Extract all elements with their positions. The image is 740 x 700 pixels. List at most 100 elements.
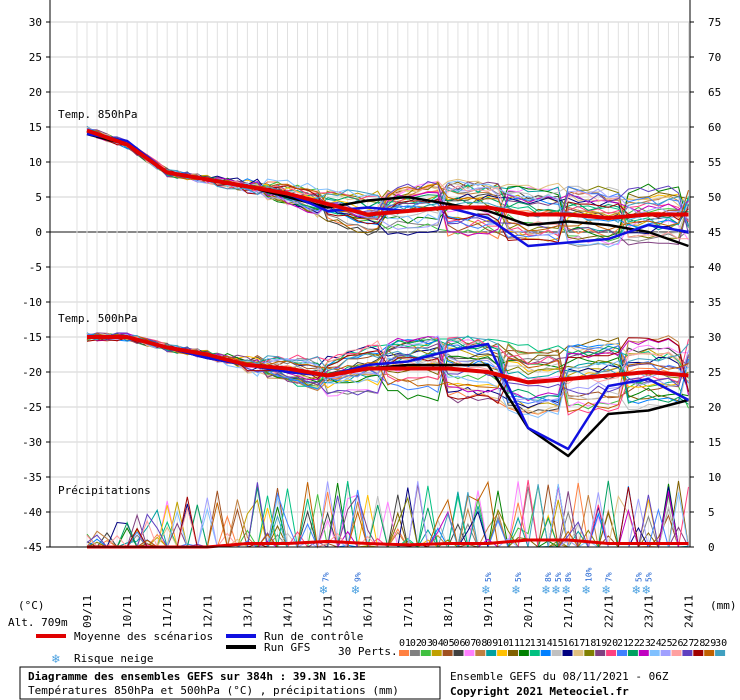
date-tick-label: 20/11 [522, 595, 535, 628]
y-left-tick-label: -45 [22, 541, 42, 554]
member-id-label: 20 [606, 638, 618, 649]
section-label-850: Temp. 850hPa [58, 108, 137, 121]
snow-risk-pct: 5% [554, 572, 563, 582]
member-id-label: 06 [454, 638, 466, 649]
member-swatch [562, 650, 573, 656]
member-swatch [420, 650, 431, 656]
run-info: Ensemble GEFS du 08/11/2021 - 06Z [450, 670, 669, 683]
date-tick-label: 15/11 [322, 595, 335, 628]
y-right-tick-label: 5 [708, 506, 715, 519]
snow-risk-icon: ❄ [641, 583, 650, 598]
member-swatch [595, 650, 606, 656]
legend-perts-label: 30 Perts. [338, 645, 398, 658]
y-left-tick-label: 15 [29, 121, 42, 134]
snow-risk-pct: 7% [604, 572, 613, 582]
snow-risk-icon: ❄ [561, 583, 570, 598]
section-label-precip: Précipitations [58, 484, 151, 497]
legend-snow-label: Risque neige [74, 652, 153, 665]
y-right-tick-label: 0 [708, 541, 715, 554]
member-id-label: 13 [530, 638, 542, 649]
member-id-label: 25 [661, 638, 673, 649]
snow-risk-icon: ❄ [351, 583, 360, 598]
y-right-tick-label: 65 [708, 86, 721, 99]
date-tick-label: 09/11 [81, 595, 94, 628]
snow-risk-icon: ❄ [319, 583, 328, 598]
member-id-label: 01 [399, 638, 411, 649]
altitude-label: Alt. 709m [8, 616, 68, 629]
y-right-tick-label: 30 [708, 331, 721, 344]
member-id-label: 02 [410, 638, 422, 649]
y-right-tick-label: 75 [708, 16, 721, 29]
y-left-tick-label: -10 [22, 296, 42, 309]
member-id-label: 18 [584, 638, 596, 649]
snow-risk-pct: 9% [354, 572, 363, 582]
copyright: Copyright 2021 Meteociel.fr [450, 685, 629, 698]
main-series [86, 128, 690, 549]
member-swatch [518, 650, 529, 656]
member-swatch [551, 650, 562, 656]
member-id-label: 24 [650, 638, 662, 649]
y-left-tick-label: -15 [22, 331, 42, 344]
member-id-label: 28 [693, 638, 705, 649]
left-axis-unit: (°C) [18, 599, 45, 612]
date-tick-label: 19/11 [482, 595, 495, 628]
member-id-label: 04 [432, 638, 444, 649]
legend-control-label: Run de contrôle [264, 630, 363, 643]
snowflake-icon: ❄ [51, 652, 60, 667]
y-right-tick-label: 10 [708, 471, 721, 484]
date-tick-label: 11/11 [161, 595, 174, 628]
date-tick-label: 17/11 [402, 595, 415, 628]
member-swatch [573, 650, 584, 656]
y-left-tick-label: 0 [35, 226, 42, 239]
member-id-label: 12 [519, 638, 531, 649]
member-swatch [475, 650, 486, 656]
snow-risk-icon: ❄ [551, 583, 560, 598]
member-swatch [682, 650, 693, 656]
snow-risk-pct: 5% [514, 572, 523, 582]
snow-risk-icon: ❄ [581, 583, 590, 598]
member-500-line [86, 332, 689, 396]
legend: Moyenne des scénarios Run de contrôle Ru… [36, 630, 727, 667]
member-swatch [627, 650, 638, 656]
date-tick-label: 22/11 [602, 595, 615, 628]
date-tick-label: 24/11 [683, 595, 696, 628]
member-id-label: 30 [715, 638, 727, 649]
date-tick-label: 18/11 [442, 595, 455, 628]
title-box [19, 666, 441, 700]
member-id-label: 21 [617, 638, 629, 649]
snow-risk-icon: ❄ [631, 583, 640, 598]
snow-risk-pct: 8% [544, 572, 553, 582]
member-swatch [529, 650, 540, 656]
snow-risk-icon: ❄ [601, 583, 610, 598]
member-id-label: 10 [497, 638, 509, 649]
date-tick-label: 14/11 [282, 595, 295, 628]
y-right-tick-label: 70 [708, 51, 721, 64]
member-swatch [715, 650, 726, 656]
date-tick-label: 23/11 [642, 595, 655, 628]
member-swatch [540, 650, 551, 656]
y-left-tick-label: 5 [35, 191, 42, 204]
member-id-label: 05 [443, 638, 455, 649]
snow-risk-pct: 5% [644, 572, 653, 582]
member-swatch [671, 650, 682, 656]
member-swatch [693, 650, 704, 656]
date-tick-label: 13/11 [241, 595, 254, 628]
y-left-tick-label: 25 [29, 51, 42, 64]
member-swatch [453, 650, 464, 656]
section-label-500: Temp. 500hPa [58, 312, 137, 325]
y-left-tick-label: -25 [22, 401, 42, 414]
member-id-label: 14 [541, 638, 553, 649]
member-id-label: 19 [595, 638, 607, 649]
member-swatch [464, 650, 475, 656]
member-swatch [606, 650, 617, 656]
y-left-tick-label: 10 [29, 156, 42, 169]
y-left-tick-label: 30 [29, 16, 42, 29]
legend-gfs-label: Run GFS [264, 641, 310, 654]
member-id-label: 26 [672, 638, 684, 649]
y-left-tick-label: 20 [29, 86, 42, 99]
snow-risk-pct: 10% [584, 567, 593, 582]
member-850-line [86, 129, 689, 242]
snow-risk-pct: 8% [564, 572, 573, 582]
member-swatch [486, 650, 497, 656]
